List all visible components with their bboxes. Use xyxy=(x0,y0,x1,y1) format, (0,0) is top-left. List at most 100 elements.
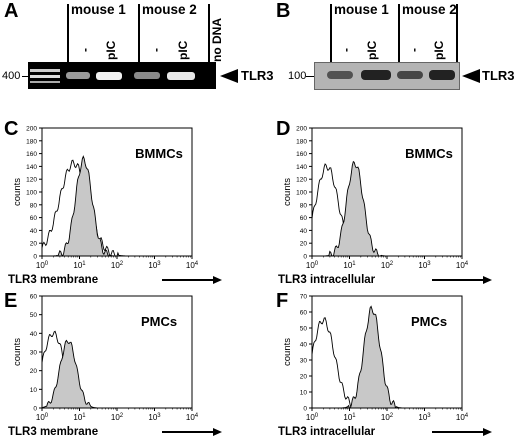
y-tick-label: 40 xyxy=(300,342,308,349)
separator xyxy=(330,4,332,62)
separator xyxy=(138,4,140,62)
separator xyxy=(67,4,69,62)
x-tick-label: 103 xyxy=(418,261,431,270)
x-tick-label: 100 xyxy=(36,261,49,270)
arrow-head-icon xyxy=(213,428,222,436)
y-tick-label: 80 xyxy=(300,202,308,209)
cell-type-label: PMCs xyxy=(411,314,447,329)
y-tick-label: 20 xyxy=(30,368,38,375)
y-tick-label: 60 xyxy=(300,215,308,222)
histogram-stained-series xyxy=(41,339,192,409)
lane-label: pIC xyxy=(432,40,446,60)
y-tick-label: 30 xyxy=(300,358,308,365)
y-tick-label: 30 xyxy=(30,350,38,357)
separator xyxy=(456,4,458,62)
x-tick-label: 100 xyxy=(36,413,49,422)
y-tick-label: 120 xyxy=(26,177,37,184)
x-tick-label: 101 xyxy=(73,413,86,422)
y-tick-label: 80 xyxy=(30,202,38,209)
y-tick-label: 120 xyxy=(296,177,307,184)
y-tick-label: 60 xyxy=(30,215,38,222)
y-tick-label: 160 xyxy=(296,151,307,158)
y-tick-label: 60 xyxy=(30,294,38,301)
lane-label: pIC xyxy=(176,40,190,60)
y-tick-label: 200 xyxy=(296,126,307,133)
group-label-mouse1: mouse 1 xyxy=(71,2,126,17)
x-tick-label: 103 xyxy=(418,413,431,422)
arrow-head-icon xyxy=(483,428,492,436)
histogram-control-series xyxy=(41,159,192,257)
panel-letter-d: D xyxy=(276,118,291,140)
lane-label: pIC xyxy=(104,40,118,60)
group-label-mouse2: mouse 2 xyxy=(142,2,197,17)
y-tick-label: 140 xyxy=(296,164,307,171)
arrow-head-icon xyxy=(213,276,222,284)
y-tick-label: 0 xyxy=(33,254,37,261)
x-tick-label: 102 xyxy=(381,413,394,422)
arrow-icon xyxy=(220,69,238,83)
histogram-stained-series xyxy=(312,160,462,257)
x-axis-label: TLR3 membrane xyxy=(8,274,98,286)
size-marker-b: 100 xyxy=(288,70,307,82)
y-tick-label: 40 xyxy=(30,228,38,235)
panel-letter-c: C xyxy=(4,118,19,140)
panel-letter-b: B xyxy=(276,0,291,22)
x-tick-label: 103 xyxy=(148,413,161,422)
y-tick-label: 20 xyxy=(300,241,308,248)
size-tick xyxy=(306,76,314,77)
lane-label: - xyxy=(78,48,92,52)
x-tick-label: 101 xyxy=(343,413,356,422)
x-axis-label: TLR3 membrane xyxy=(8,426,98,438)
panel-letter-a: A xyxy=(4,0,19,22)
group-label-mouse2: mouse 2 xyxy=(402,2,457,17)
y-tick-label: 20 xyxy=(300,374,308,381)
y-tick-label: 0 xyxy=(303,406,307,413)
size-marker-a: 400 xyxy=(2,70,21,82)
lane-label: - xyxy=(339,48,353,52)
x-tick-label: 104 xyxy=(456,413,469,422)
y-tick-label: 50 xyxy=(300,326,308,333)
separator xyxy=(398,4,400,62)
panel-letter-e: E xyxy=(4,290,18,312)
x-tick-label: 104 xyxy=(456,261,469,270)
x-tick-label: 104 xyxy=(186,261,199,270)
y-tick-label: 20 xyxy=(30,241,38,248)
blot-image xyxy=(314,62,460,90)
y-axis-label: counts xyxy=(12,338,23,366)
y-tick-label: 60 xyxy=(300,310,308,317)
y-tick-label: 40 xyxy=(30,331,38,338)
y-tick-label: 10 xyxy=(30,387,38,394)
y-tick-label: 0 xyxy=(303,254,307,261)
y-tick-label: 160 xyxy=(26,151,37,158)
size-tick xyxy=(22,76,30,77)
y-tick-label: 70 xyxy=(300,294,308,301)
x-axis-label: TLR3 intracellular xyxy=(278,274,376,286)
histogram-control-series xyxy=(311,163,462,257)
y-tick-label: 50 xyxy=(30,312,38,319)
x-tick-label: 102 xyxy=(381,261,394,270)
y-axis-label: counts xyxy=(282,338,293,366)
y-tick-label: 100 xyxy=(296,190,307,197)
cell-type-label: BMMCs xyxy=(405,146,453,161)
x-tick-label: 100 xyxy=(306,261,319,270)
x-tick-label: 103 xyxy=(148,261,161,270)
panel-letter-f: F xyxy=(276,290,289,312)
x-tick-label: 100 xyxy=(306,413,319,422)
y-tick-label: 140 xyxy=(26,164,37,171)
x-axis-label: TLR3 intracellular xyxy=(278,426,376,438)
y-tick-label: 180 xyxy=(26,138,37,145)
lane-label: no DNA xyxy=(210,18,224,62)
histogram-e: 0 10 20 30 40 50 60 counts 100 101 102 103 104 PMCs TL… xyxy=(8,294,222,438)
cell-type-label: BMMCs xyxy=(135,146,183,161)
gel-image xyxy=(28,62,216,89)
y-axis-label: counts xyxy=(12,178,23,206)
y-tick-label: 40 xyxy=(300,228,308,235)
y-tick-label: 100 xyxy=(26,190,37,197)
x-tick-label: 102 xyxy=(111,413,124,422)
y-tick-label: 200 xyxy=(26,126,37,133)
x-tick-label: 101 xyxy=(73,261,86,270)
arrow-icon xyxy=(462,69,480,83)
arrow-head-icon xyxy=(483,276,492,284)
